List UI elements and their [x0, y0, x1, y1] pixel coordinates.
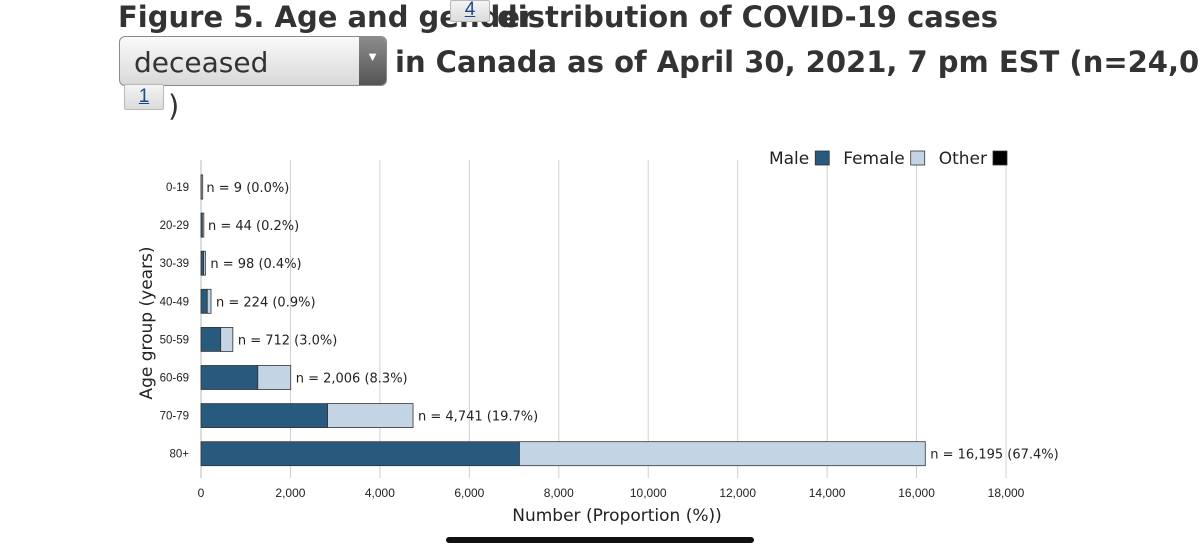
title-text-end: distribution of COVID-19 cases — [497, 0, 999, 34]
legend-label-other: Other — [939, 149, 987, 169]
bar-data-label: n = 2,006 (8.3%) — [296, 372, 408, 387]
bar-data-label: n = 712 (3.0%) — [238, 333, 338, 348]
bar-data-label: n = 98 (0.4%) — [210, 257, 301, 272]
bar-segment-male — [200, 403, 328, 429]
bar-segment-male — [200, 326, 222, 352]
y-category-label: 70-79 — [160, 411, 189, 423]
bar-segment-female — [206, 288, 212, 314]
x-tick-label: 4,000 — [365, 486, 395, 500]
x-tick-label: 6,000 — [454, 486, 484, 500]
bar-data-label: n = 16,195 (67.4%) — [930, 448, 1058, 463]
home-indicator[interactable] — [446, 537, 754, 543]
y-category-label: 50-59 — [160, 334, 189, 346]
bar-data-label: n = 224 (0.9%) — [216, 295, 316, 310]
case-type-select[interactable]: deceased ▼ — [119, 36, 387, 86]
x-tick-label: 18,000 — [988, 486, 1025, 500]
x-axis-title: Number (Proportion (%)) — [512, 506, 722, 526]
title-close-paren: ) — [168, 89, 180, 123]
legend-swatch-male — [814, 150, 830, 166]
case-type-selected-value: deceased — [134, 46, 269, 79]
legend-swatch-female — [910, 150, 926, 166]
x-tick-label: 14,000 — [809, 486, 846, 500]
x-tick-label: 2,000 — [275, 486, 305, 500]
x-tick-label: 10,000 — [630, 486, 667, 500]
legend-label-male: Male — [769, 149, 809, 169]
y-category-label: 30-39 — [160, 258, 189, 270]
y-category-label: 40-49 — [160, 296, 189, 308]
x-tick-label: 0 — [198, 486, 205, 500]
bar-segment-female — [257, 365, 292, 390]
bar-segment-female — [201, 212, 205, 238]
legend-swatch-other — [992, 150, 1008, 166]
y-category-label: 80+ — [169, 449, 189, 461]
bar-segment-female — [203, 250, 206, 276]
bar-segment-male — [200, 365, 259, 390]
bar-segment-female — [519, 441, 926, 467]
bar-segment-male — [200, 441, 520, 467]
chevron-down-icon: ▼ — [359, 37, 386, 85]
y-category-label: 60-69 — [160, 373, 189, 385]
bar-segment-male — [200, 288, 208, 314]
y-category-label: 0-19 — [166, 182, 189, 194]
bar-data-label: n = 44 (0.2%) — [208, 219, 299, 234]
x-tick-label: 16,000 — [898, 486, 935, 500]
y-category-label: 20-29 — [160, 220, 189, 232]
x-tick-label: 12,000 — [719, 486, 756, 500]
bar-data-label: n = 9 (0.0%) — [206, 181, 289, 196]
bar-segment-female — [200, 174, 204, 200]
bar-segment-female — [220, 326, 234, 352]
bar-data-label: n = 4,741 (19.7%) — [418, 410, 538, 425]
footnote-4-link[interactable]: 4 — [450, 0, 490, 22]
bar-segment-male — [200, 250, 205, 276]
legend-label-female: Female — [843, 149, 904, 169]
y-axis-title: Age group (years) — [137, 246, 157, 399]
footnote-1-link[interactable]: 1 — [124, 84, 164, 110]
bar-segment-female — [327, 403, 414, 429]
x-tick-label: 8,000 — [544, 486, 574, 500]
figure-title-line2: in Canada as of April 30, 2021, 7 pm EST… — [395, 45, 1200, 79]
